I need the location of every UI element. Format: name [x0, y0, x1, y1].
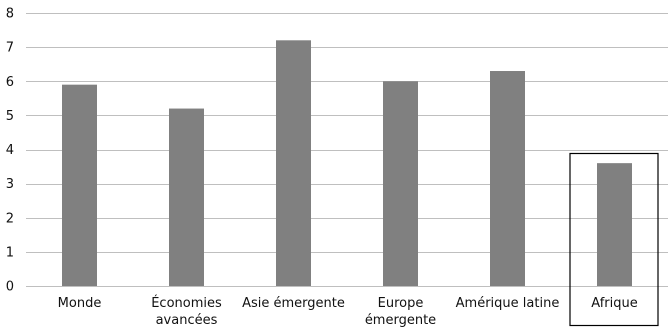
y-tick-label: 0: [6, 280, 14, 295]
x-category-label-line: émergente: [365, 313, 436, 328]
bar: [597, 163, 632, 286]
y-tick-label: 7: [6, 41, 14, 56]
x-category-label: Amérique latine: [456, 296, 560, 311]
y-tick-label: 6: [6, 75, 14, 90]
bar: [169, 108, 204, 286]
bar: [62, 84, 97, 286]
gridlines: [26, 13, 668, 287]
x-category-label-line: avancées: [156, 313, 218, 328]
bar: [490, 71, 525, 286]
x-category-label-line: Économies: [151, 295, 222, 311]
x-category-label: Europe émergente: [365, 296, 436, 328]
y-tick-label: 4: [6, 143, 14, 158]
x-category-label: Monde: [58, 296, 102, 311]
x-category-label-line: Monde: [58, 296, 102, 311]
x-category-label: Afrique: [591, 296, 637, 311]
y-tick-label: 8: [6, 7, 14, 22]
x-category-label-line: Asie émergente: [242, 296, 345, 311]
y-tick-label: 2: [6, 211, 14, 226]
x-category-label: Économies avancées: [151, 295, 222, 328]
y-tick-label: 3: [6, 177, 14, 192]
highlight-layer: [569, 152, 659, 327]
x-category-label: Asie émergente: [242, 296, 345, 311]
x-category-label-line: Amérique latine: [456, 296, 560, 311]
y-tick-label: 1: [6, 245, 14, 260]
x-axis-labels: Monde Économies avancées Asie émergente Euro…: [58, 295, 638, 328]
bar: [276, 40, 311, 286]
bars: [62, 40, 632, 286]
y-axis-ticks: 0 1 2 3 4 5 6 7 8: [6, 7, 14, 295]
x-category-label-line: Europe: [378, 296, 424, 311]
highlight-box: [569, 152, 659, 327]
x-category-label-line: Afrique: [591, 296, 637, 311]
bar: [383, 81, 418, 286]
y-tick-label: 5: [6, 109, 14, 124]
